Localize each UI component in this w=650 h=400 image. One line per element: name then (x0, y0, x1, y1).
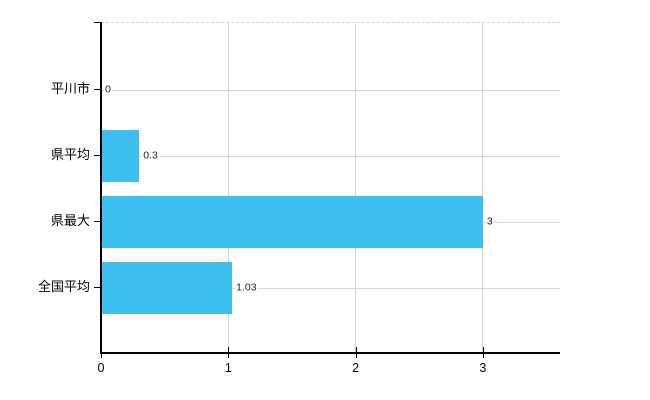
vertical-gridline (227, 23, 229, 353)
bar-4 (101, 262, 233, 314)
value-label: 0.3 (142, 149, 159, 163)
y-axis-tick (94, 89, 101, 90)
y-axis-tick (94, 155, 101, 156)
category-label: 全国平均 (37, 279, 90, 294)
x-tick-label: 0 (97, 361, 105, 375)
x-tick-label: 3 (479, 361, 487, 375)
vertical-gridline (355, 23, 357, 353)
y-axis-top-tick (94, 22, 101, 23)
x-tick-label: 2 (352, 361, 360, 375)
vertical-gridline (482, 23, 484, 353)
value-label: 3 (485, 215, 494, 229)
x-axis-tick (228, 347, 230, 358)
bar-2 (101, 130, 140, 182)
x-tick-label: 1 (224, 361, 232, 375)
x-axis-tick (101, 347, 102, 358)
category-label: 平川市 (50, 81, 90, 96)
x-axis-tick (355, 347, 357, 358)
category-label: 県平均 (50, 147, 90, 162)
horizontal-gridline (101, 287, 560, 289)
value-label: 0 (104, 83, 112, 97)
x-axis-line (100, 352, 560, 354)
y-axis-tick (94, 287, 101, 288)
bar-3 (101, 196, 483, 248)
value-label: 1.03 (235, 281, 258, 295)
y-axis-line (100, 22, 102, 354)
x-axis-tick (482, 347, 484, 358)
category-label: 県最大 (50, 213, 90, 228)
horizontal-gridline (101, 89, 560, 91)
y-axis-tick (94, 221, 101, 222)
plot-area: 0 0.3 3 1.03 (101, 22, 560, 353)
horizontal-gridline (101, 155, 560, 157)
